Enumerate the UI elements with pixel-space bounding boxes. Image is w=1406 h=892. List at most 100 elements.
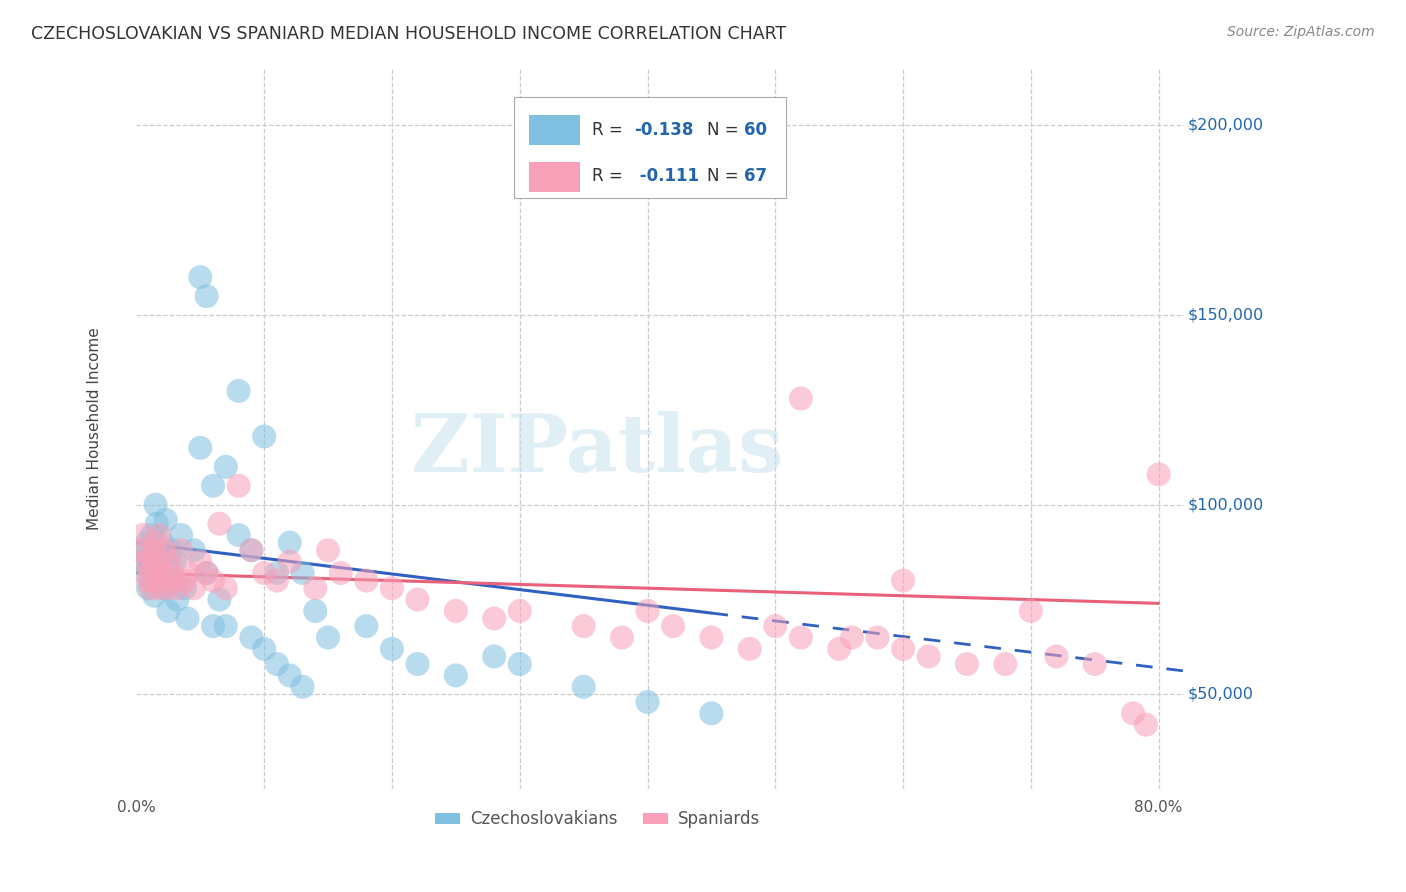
Bar	[529, 161, 579, 192]
Point	[157, 604, 180, 618]
Point	[444, 668, 467, 682]
Text: $100,000: $100,000	[1188, 497, 1264, 512]
Point	[155, 513, 177, 527]
Point	[356, 619, 378, 633]
Point	[1147, 467, 1170, 482]
Text: N =: N =	[707, 120, 744, 138]
Text: CZECHOSLOVAKIAN VS SPANIARD MEDIAN HOUSEHOLD INCOME CORRELATION CHART: CZECHOSLOVAKIAN VS SPANIARD MEDIAN HOUSE…	[31, 25, 786, 43]
Point	[146, 581, 169, 595]
Point	[174, 581, 197, 595]
Point	[166, 592, 188, 607]
Point	[170, 528, 193, 542]
Point	[138, 566, 160, 580]
Point	[176, 566, 198, 580]
Point	[188, 270, 211, 285]
Point	[195, 566, 218, 580]
Bar	[529, 115, 579, 145]
Point	[406, 657, 429, 671]
Point	[160, 574, 183, 588]
Point	[156, 558, 179, 573]
Text: 60: 60	[744, 120, 768, 138]
Point	[253, 429, 276, 443]
Point	[163, 574, 186, 588]
Point	[160, 566, 183, 580]
Point	[1019, 604, 1042, 618]
Point	[790, 392, 813, 406]
Text: 67: 67	[744, 167, 768, 185]
Text: $200,000: $200,000	[1188, 118, 1264, 133]
Point	[215, 619, 238, 633]
Point	[790, 631, 813, 645]
Point	[1084, 657, 1107, 671]
Point	[188, 555, 211, 569]
Point	[143, 589, 166, 603]
Point	[170, 543, 193, 558]
Point	[228, 479, 250, 493]
Point	[509, 604, 531, 618]
Point	[266, 566, 288, 580]
Point	[146, 516, 169, 531]
Point	[215, 581, 238, 595]
Point	[176, 611, 198, 625]
Point	[572, 619, 595, 633]
Point	[891, 641, 914, 656]
Point	[202, 619, 225, 633]
Point	[150, 535, 173, 549]
Point	[828, 641, 851, 656]
Point	[763, 619, 786, 633]
Point	[316, 631, 339, 645]
Point	[662, 619, 685, 633]
Point	[228, 384, 250, 398]
Point	[329, 566, 352, 580]
Point	[253, 566, 276, 580]
Point	[381, 641, 404, 656]
Point	[188, 441, 211, 455]
Point	[136, 574, 159, 588]
Text: Source: ZipAtlas.com: Source: ZipAtlas.com	[1227, 25, 1375, 39]
Point	[152, 555, 174, 569]
Point	[917, 649, 939, 664]
Point	[174, 574, 197, 588]
Legend: Czechoslovakians, Spaniards: Czechoslovakians, Spaniards	[429, 804, 766, 835]
Point	[637, 695, 659, 709]
Point	[509, 657, 531, 671]
Point	[146, 543, 169, 558]
Point	[138, 550, 160, 565]
Text: ZIPatlas: ZIPatlas	[412, 411, 783, 490]
Point	[482, 649, 505, 664]
Point	[240, 631, 263, 645]
Point	[202, 479, 225, 493]
Point	[253, 641, 276, 656]
Point	[637, 604, 659, 618]
Point	[700, 631, 723, 645]
Point	[159, 555, 181, 569]
Text: Median Household Income: Median Household Income	[87, 327, 103, 530]
Point	[1122, 706, 1144, 721]
Text: R =: R =	[592, 120, 628, 138]
Point	[129, 543, 152, 558]
Point	[132, 543, 155, 558]
Point	[134, 566, 156, 580]
Point	[142, 558, 165, 573]
Point	[841, 631, 863, 645]
FancyBboxPatch shape	[513, 97, 786, 198]
Point	[304, 604, 326, 618]
Point	[145, 535, 167, 549]
Point	[406, 592, 429, 607]
Point	[148, 528, 170, 542]
Text: -0.111: -0.111	[634, 167, 699, 185]
Text: N =: N =	[707, 167, 744, 185]
Text: $50,000: $50,000	[1188, 687, 1254, 702]
Point	[195, 289, 218, 303]
Point	[139, 558, 162, 573]
Point	[1045, 649, 1067, 664]
Point	[444, 604, 467, 618]
Point	[240, 543, 263, 558]
Point	[148, 566, 170, 580]
Point	[141, 550, 163, 565]
Point	[153, 581, 176, 595]
Point	[142, 574, 165, 588]
Point	[572, 680, 595, 694]
Point	[266, 574, 288, 588]
Point	[304, 581, 326, 595]
